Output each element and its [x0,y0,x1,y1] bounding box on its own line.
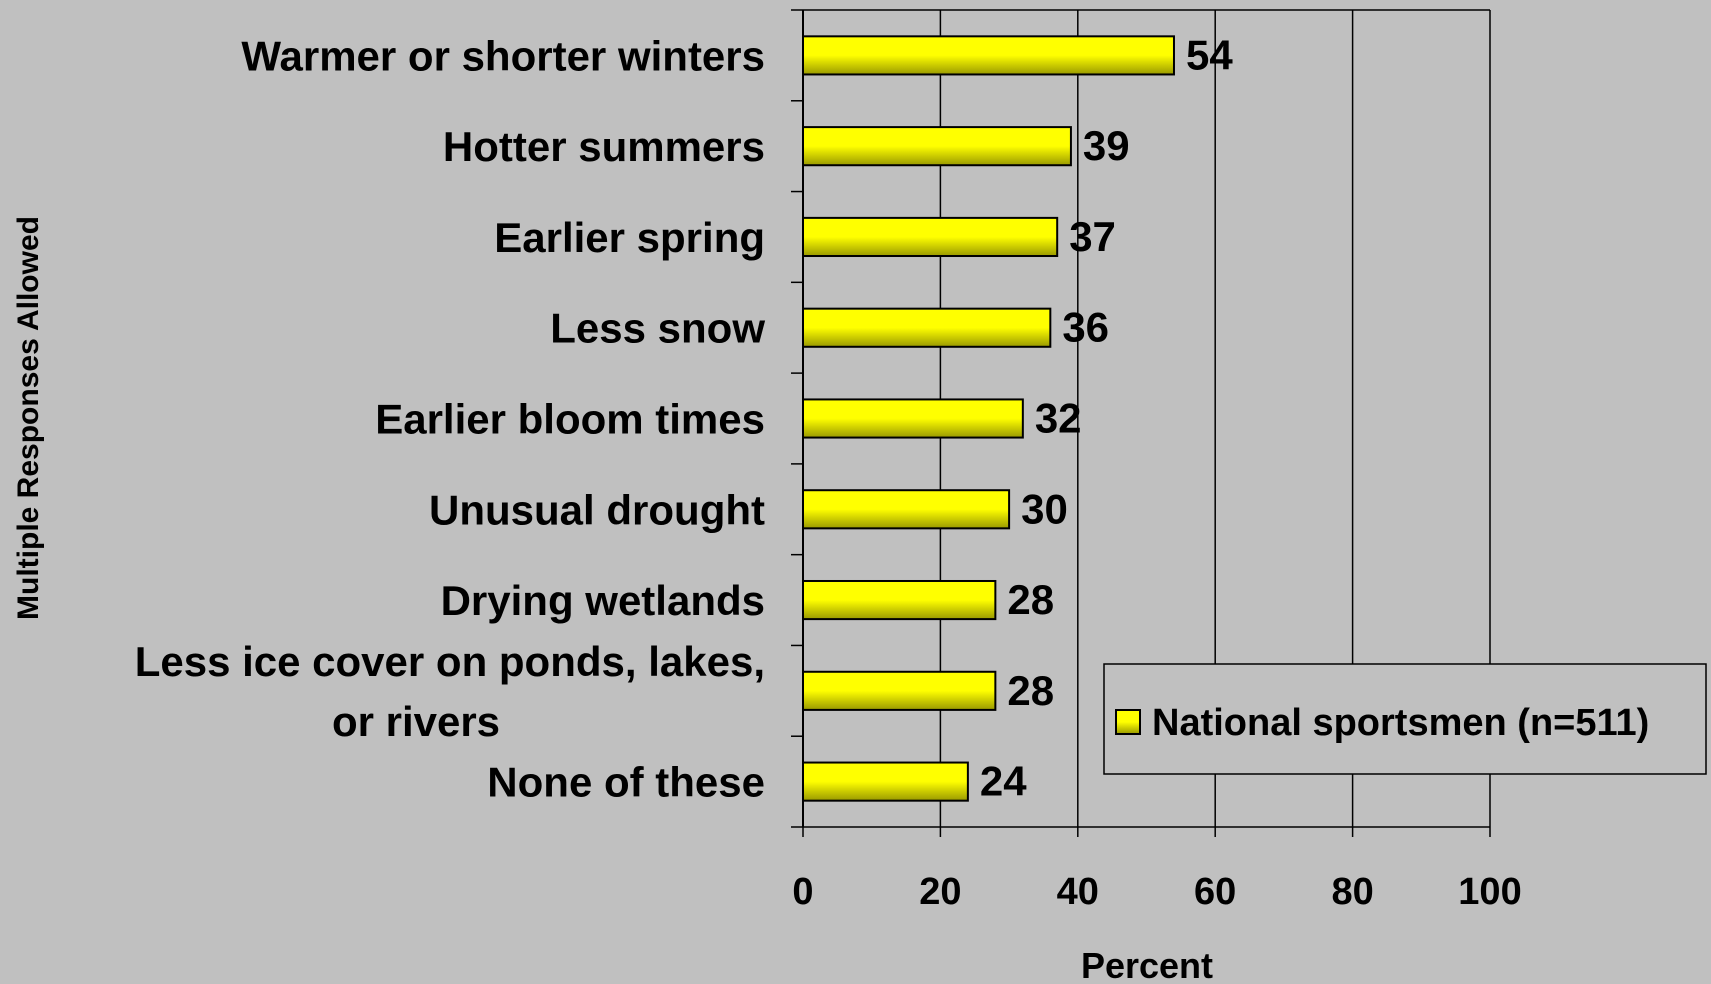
data-label: 36 [1062,304,1109,351]
category-label: Earlier bloom times [375,396,765,443]
data-label: 37 [1069,213,1116,260]
bars [802,35,1175,802]
category-label: Drying wetlands [441,577,765,624]
x-tick-label: 80 [1331,871,1373,913]
bar [802,670,997,711]
category-label: Hotter summers [443,123,765,170]
data-label: 54 [1186,31,1233,78]
bar [802,307,1052,348]
bar [802,761,969,802]
data-label: 32 [1035,395,1082,442]
category-label: Less ice cover on ponds, lakes, [135,638,765,685]
bar [802,398,1024,439]
axes: 0 20 40 60 80 100 [791,9,1522,913]
category-label: None of these [487,759,765,806]
bar [802,216,1059,258]
bar [802,579,997,621]
data-label: 39 [1083,122,1130,169]
category-label: Less snow [550,305,765,352]
legend-label: National sportsmen (n=511) [1152,702,1649,744]
data-label: 28 [1007,667,1054,714]
bar [802,35,1175,76]
category-label: Warmer or shorter winters [241,32,765,79]
y-axis-title: Multiple Responses Allowed [12,216,45,620]
data-label: 24 [980,758,1027,805]
x-tick-label: 0 [792,871,813,913]
bar [802,489,1011,530]
legend-box [1103,663,1707,775]
legend-swatch [1115,709,1141,735]
x-tick-label: 60 [1194,871,1236,913]
x-axis-title: Percent [1081,945,1213,984]
category-label: or rivers [332,698,500,745]
category-label: Earlier spring [494,214,765,261]
category-label: Unusual drought [429,486,765,533]
x-tick-label: 20 [919,871,961,913]
bar [802,126,1072,167]
legend: National sportsmen (n=511) [1103,663,1707,775]
labels: 54 Warmer or shorter winters 39 Hotter summ… [135,31,1234,805]
data-label: 30 [1021,485,1068,532]
x-tick-label: 40 [1057,871,1099,913]
x-tick-label: 100 [1458,871,1521,913]
data-label: 28 [1007,576,1054,623]
